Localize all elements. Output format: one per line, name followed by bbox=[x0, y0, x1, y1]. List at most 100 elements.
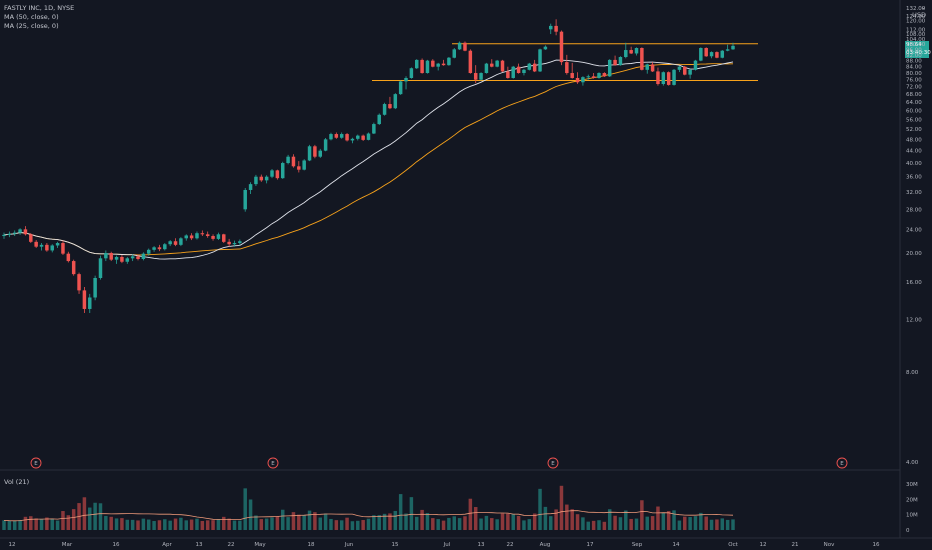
candle bbox=[104, 250, 108, 262]
candle-body bbox=[104, 253, 108, 259]
time-tick-label: Jul bbox=[443, 542, 451, 548]
volume-bar bbox=[473, 507, 478, 530]
candle-body bbox=[398, 81, 403, 95]
candle-body bbox=[511, 66, 515, 78]
countdown-tag: 03:40:30 bbox=[905, 48, 931, 58]
candle-body bbox=[55, 243, 60, 246]
candle bbox=[334, 132, 339, 139]
candle-body bbox=[372, 124, 376, 134]
volume-bar bbox=[157, 520, 162, 530]
price-tick-label: 56.00 bbox=[906, 117, 922, 123]
candle bbox=[88, 293, 92, 314]
candle-body bbox=[624, 50, 628, 58]
currency-selector[interactable]: ⌄ USD bbox=[912, 5, 926, 20]
volume-bar bbox=[538, 488, 542, 530]
time-tick-label: 13 bbox=[196, 542, 203, 548]
time-tick-label: 12 bbox=[760, 542, 767, 548]
candle-body bbox=[532, 63, 537, 72]
candle-body bbox=[677, 66, 682, 70]
candle bbox=[12, 230, 17, 237]
candle bbox=[205, 231, 210, 238]
ma25-legend[interactable]: MA (25, close, 0) bbox=[4, 22, 59, 30]
candle bbox=[693, 59, 698, 71]
candle-body bbox=[114, 256, 119, 260]
volume-bar bbox=[645, 516, 649, 530]
volume-bar bbox=[211, 520, 215, 530]
candle-body bbox=[361, 135, 365, 140]
candle bbox=[372, 122, 376, 135]
volume-bar bbox=[23, 516, 28, 530]
last-price-tag: 98.64 bbox=[905, 40, 929, 50]
candle bbox=[189, 233, 194, 241]
earnings-marker[interactable]: E bbox=[836, 457, 848, 469]
candle bbox=[463, 41, 467, 52]
candle bbox=[436, 62, 440, 71]
candle bbox=[554, 19, 558, 36]
candle-body bbox=[350, 138, 355, 141]
candle bbox=[425, 59, 430, 74]
volume-bar bbox=[227, 518, 231, 530]
candle-body bbox=[125, 258, 130, 262]
time-tick-label: 12 bbox=[9, 542, 16, 548]
price-tick-label: 80.00 bbox=[906, 71, 922, 77]
volume-bar bbox=[527, 519, 532, 530]
candle-body bbox=[264, 176, 269, 181]
earnings-marker[interactable]: E bbox=[267, 457, 279, 469]
volume-bar bbox=[511, 513, 515, 530]
candle bbox=[457, 41, 462, 51]
volume-bar bbox=[677, 520, 682, 530]
volume-bar bbox=[468, 498, 473, 530]
candle bbox=[136, 254, 140, 261]
volume-bar bbox=[12, 521, 17, 530]
candle-body bbox=[222, 234, 226, 242]
candle bbox=[163, 243, 167, 251]
volume-bar bbox=[61, 511, 65, 530]
volume-bar bbox=[624, 510, 628, 530]
candle-body bbox=[554, 25, 558, 32]
candle-body bbox=[356, 135, 360, 139]
volume-legend[interactable]: Vol (21) bbox=[4, 478, 29, 487]
candle-body bbox=[484, 63, 489, 74]
candle-body bbox=[130, 256, 135, 259]
price-tick-label: 28.00 bbox=[906, 207, 922, 213]
volume-bar bbox=[152, 521, 156, 530]
volume-bar bbox=[425, 513, 430, 530]
candle bbox=[93, 275, 97, 301]
ma50-legend[interactable]: MA (50, close, 0) bbox=[4, 13, 59, 21]
candle-body bbox=[334, 134, 339, 138]
volume-bar bbox=[189, 519, 194, 530]
earnings-marker[interactable]: E bbox=[30, 457, 42, 469]
volume-ma-line bbox=[3, 510, 734, 522]
volume-bar bbox=[248, 499, 253, 530]
volume-bar bbox=[356, 520, 360, 530]
candle bbox=[141, 252, 146, 261]
earnings-marker-circle bbox=[30, 457, 42, 469]
earnings-marker[interactable]: E bbox=[547, 457, 559, 469]
candle bbox=[607, 59, 612, 77]
candle-body bbox=[506, 71, 510, 78]
volume-bar bbox=[243, 488, 247, 530]
time-tick-label: Nov bbox=[824, 542, 835, 548]
candle bbox=[393, 93, 398, 110]
symbol-title: FASTLY INC, 1D, NYSE bbox=[4, 4, 75, 12]
candle bbox=[532, 59, 537, 73]
volume-bar bbox=[50, 518, 54, 530]
time-tick-label: 22 bbox=[507, 542, 514, 548]
candle-body bbox=[136, 256, 140, 260]
candle bbox=[575, 72, 580, 84]
volume-bar bbox=[345, 517, 349, 530]
candle-body bbox=[61, 243, 65, 254]
volume-bar bbox=[264, 518, 269, 530]
price-tick-label: 68.00 bbox=[906, 92, 922, 98]
candle bbox=[634, 47, 639, 56]
candle bbox=[23, 226, 28, 236]
volume-bar bbox=[618, 517, 623, 530]
candle bbox=[409, 67, 414, 79]
volume-bar bbox=[575, 514, 580, 530]
candle-body bbox=[688, 69, 692, 75]
volume-bar bbox=[602, 521, 607, 530]
candle-body bbox=[720, 50, 725, 58]
volume-bar bbox=[629, 518, 633, 530]
time-tick-label: May bbox=[254, 542, 266, 548]
